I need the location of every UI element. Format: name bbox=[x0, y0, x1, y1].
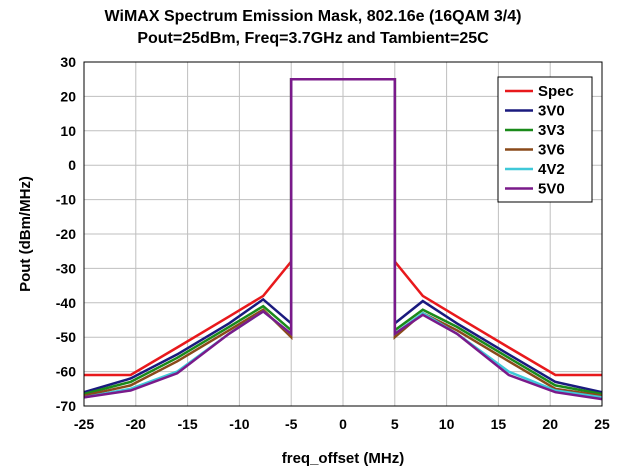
x-axis-label: freq_offset (MHz) bbox=[282, 450, 405, 467]
legend-label: Spec bbox=[538, 83, 574, 100]
chart-title: WiMAX Spectrum Emission Mask, 802.16e (1… bbox=[104, 8, 522, 25]
x-tick-label: 25 bbox=[594, 416, 610, 432]
x-tick-label: -15 bbox=[177, 416, 197, 432]
y-tick-label: -10 bbox=[56, 192, 76, 208]
y-tick-label: -60 bbox=[56, 364, 76, 380]
x-tick-label: 10 bbox=[439, 416, 455, 432]
x-tick-label: 20 bbox=[542, 416, 558, 432]
legend-label: 3V6 bbox=[538, 142, 565, 159]
x-tick-label: -5 bbox=[285, 416, 298, 432]
chart-subtitle: Pout=25dBm, Freq=3.7GHz and Tambient=25C bbox=[137, 30, 489, 47]
y-axis-label: Pout (dBm/MHz) bbox=[17, 176, 34, 292]
x-tick-label: 5 bbox=[391, 416, 399, 432]
y-tick-label: -70 bbox=[56, 398, 76, 414]
legend-label: 4V2 bbox=[538, 161, 565, 178]
y-tick-label: -20 bbox=[56, 226, 76, 242]
x-tick-label: 0 bbox=[339, 416, 347, 432]
series-layer bbox=[83, 77, 603, 401]
y-tick-label: 10 bbox=[60, 123, 76, 139]
x-tick-label: -25 bbox=[74, 416, 94, 432]
x-tick-label: -20 bbox=[126, 416, 146, 432]
y-tick-label: 20 bbox=[60, 88, 76, 104]
x-tick-label: 15 bbox=[491, 416, 507, 432]
series-line-5v0 bbox=[83, 77, 603, 401]
y-tick-label: -50 bbox=[56, 329, 76, 345]
plot-border bbox=[83, 61, 603, 407]
legend-box bbox=[497, 76, 593, 203]
y-tick-label: -30 bbox=[56, 260, 76, 276]
y-tick-label: -40 bbox=[56, 295, 76, 311]
x-tick-label: -10 bbox=[229, 416, 249, 432]
y-tick-label: 30 bbox=[60, 54, 76, 70]
legend-label: 5V0 bbox=[538, 181, 565, 198]
legend-label: 3V3 bbox=[538, 122, 565, 139]
legend: Spec 3V0 3V3 3V6 4V2 5V0 bbox=[497, 76, 593, 203]
legend-label: 3V0 bbox=[538, 103, 565, 120]
y-tick-label: 0 bbox=[68, 157, 76, 173]
